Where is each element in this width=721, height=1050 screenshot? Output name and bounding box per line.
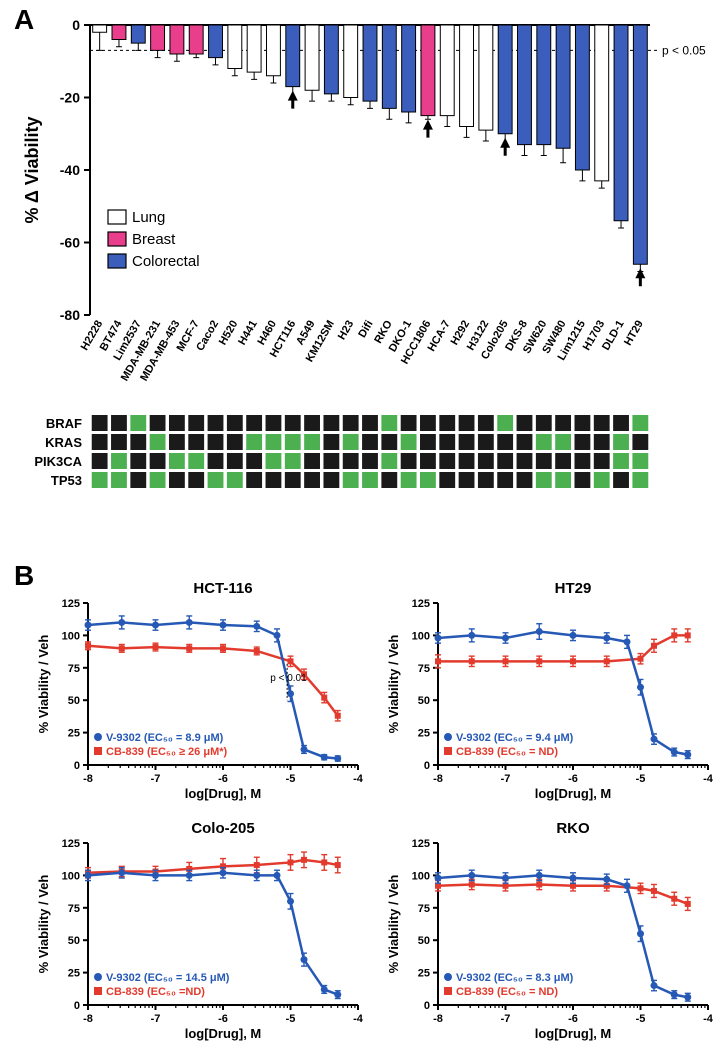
svg-text:-6: -6 [568, 773, 578, 785]
svg-text:log[Drug], M: log[Drug], M [185, 1026, 262, 1041]
svg-text:50: 50 [68, 935, 80, 947]
svg-text:H520: H520 [217, 319, 241, 348]
svg-text:25: 25 [68, 728, 80, 740]
svg-text:-4: -4 [703, 773, 714, 785]
svg-text:-5: -5 [636, 1013, 646, 1025]
svg-text:50: 50 [68, 695, 80, 707]
svg-text:75: 75 [68, 903, 80, 915]
svg-text:-80: -80 [60, 307, 80, 323]
svg-text:KRAS: KRAS [45, 435, 82, 450]
svg-text:75: 75 [68, 663, 80, 675]
svg-text:log[Drug], M: log[Drug], M [535, 786, 612, 801]
svg-text:H441: H441 [236, 319, 260, 348]
svg-text:Difi: Difi [356, 319, 375, 340]
svg-text:V-9302 (EC₅₀ = 9.4 μM): V-9302 (EC₅₀ = 9.4 μM) [456, 732, 574, 744]
svg-text:Colo-205: Colo-205 [191, 820, 254, 837]
svg-text:% Viability / Veh: % Viability / Veh [386, 875, 401, 974]
svg-text:125: 125 [412, 838, 430, 850]
svg-text:-5: -5 [286, 1013, 296, 1025]
svg-text:100: 100 [62, 870, 80, 882]
panel-b-charts: 0 25 50 75 100 125 -8 -7 -6 -5 -4 log[Drug], M % Via… [0, 560, 721, 1050]
svg-text:H23: H23 [336, 319, 356, 342]
svg-text:-6: -6 [218, 773, 228, 785]
svg-text:% Δ Viability: % Δ Viability [22, 117, 42, 224]
svg-text:0: 0 [74, 1000, 80, 1012]
svg-text:RKO: RKO [556, 820, 590, 837]
svg-text:-40: -40 [60, 162, 80, 178]
svg-text:Colorectal: Colorectal [132, 253, 200, 270]
svg-text:-4: -4 [353, 1013, 364, 1025]
svg-text:25: 25 [68, 968, 80, 980]
svg-text:log[Drug], M: log[Drug], M [185, 786, 262, 801]
svg-text:25: 25 [418, 728, 430, 740]
svg-text:-8: -8 [83, 1013, 93, 1025]
svg-text:0: 0 [72, 17, 80, 33]
svg-text:50: 50 [418, 695, 430, 707]
svg-text:Breast: Breast [132, 231, 176, 248]
svg-text:50: 50 [418, 935, 430, 947]
svg-text:HCT-116: HCT-116 [193, 580, 252, 597]
svg-text:-8: -8 [433, 1013, 443, 1025]
svg-text:% Viability / Veh: % Viability / Veh [36, 635, 51, 734]
svg-text:p < 0.01: p < 0.01 [270, 673, 307, 684]
svg-text:0: 0 [74, 760, 80, 772]
svg-text:0: 0 [424, 1000, 430, 1012]
svg-text:100: 100 [412, 630, 430, 642]
svg-text:HT29: HT29 [555, 580, 592, 597]
svg-text:-5: -5 [286, 773, 296, 785]
svg-text:125: 125 [412, 598, 430, 610]
svg-text:% Viability / Veh: % Viability / Veh [36, 875, 51, 974]
svg-text:100: 100 [62, 630, 80, 642]
svg-text:% Viability / Veh: % Viability / Veh [386, 635, 401, 734]
svg-text:-60: -60 [60, 235, 80, 251]
svg-text:-7: -7 [151, 773, 161, 785]
svg-text:-5: -5 [636, 773, 646, 785]
svg-text:75: 75 [418, 663, 430, 675]
svg-text:-4: -4 [703, 1013, 714, 1025]
svg-text:BRAF: BRAF [46, 416, 82, 431]
svg-text:HT29: HT29 [622, 319, 646, 348]
svg-text:V-9302 (EC₅₀ = 8.3 μM): V-9302 (EC₅₀ = 8.3 μM) [456, 972, 574, 984]
svg-text:75: 75 [418, 903, 430, 915]
svg-text:-7: -7 [501, 773, 511, 785]
svg-text:100: 100 [412, 870, 430, 882]
svg-text:-20: -20 [60, 90, 80, 106]
svg-text:V-9302 (EC₅₀ = 8.9 μM): V-9302 (EC₅₀ = 8.9 μM) [106, 732, 224, 744]
svg-text:PIK3CA: PIK3CA [34, 454, 82, 469]
svg-text:CB-839 (EC₅₀ = ND): CB-839 (EC₅₀ = ND) [456, 986, 558, 998]
svg-text:125: 125 [62, 598, 80, 610]
svg-text:-6: -6 [218, 1013, 228, 1025]
svg-text:-7: -7 [501, 1013, 511, 1025]
svg-text:CB-839 (EC₅₀ = ND): CB-839 (EC₅₀ = ND) [456, 746, 558, 758]
svg-text:V-9302 (EC₅₀ = 14.5 μM): V-9302 (EC₅₀ = 14.5 μM) [106, 972, 230, 984]
svg-text:-8: -8 [433, 773, 443, 785]
svg-text:-6: -6 [568, 1013, 578, 1025]
svg-text:25: 25 [418, 968, 430, 980]
svg-text:0: 0 [424, 760, 430, 772]
svg-text:Lung: Lung [132, 209, 165, 226]
svg-text:-7: -7 [151, 1013, 161, 1025]
svg-text:CB-839 (EC₅₀ =ND): CB-839 (EC₅₀ =ND) [106, 986, 205, 998]
svg-text:log[Drug], M: log[Drug], M [535, 1026, 612, 1041]
svg-text:CB-839 (EC₅₀ ≥ 26 μM*): CB-839 (EC₅₀ ≥ 26 μM*) [106, 746, 228, 758]
svg-text:TP53: TP53 [51, 473, 82, 488]
svg-text:-8: -8 [83, 773, 93, 785]
svg-text:p < 0.05: p < 0.05 [662, 43, 706, 57]
svg-text:-4: -4 [353, 773, 364, 785]
panel-a-chart: -80-60-40-200% Δ Viabilityp < 0.05H2228B… [0, 0, 721, 560]
svg-text:125: 125 [62, 838, 80, 850]
